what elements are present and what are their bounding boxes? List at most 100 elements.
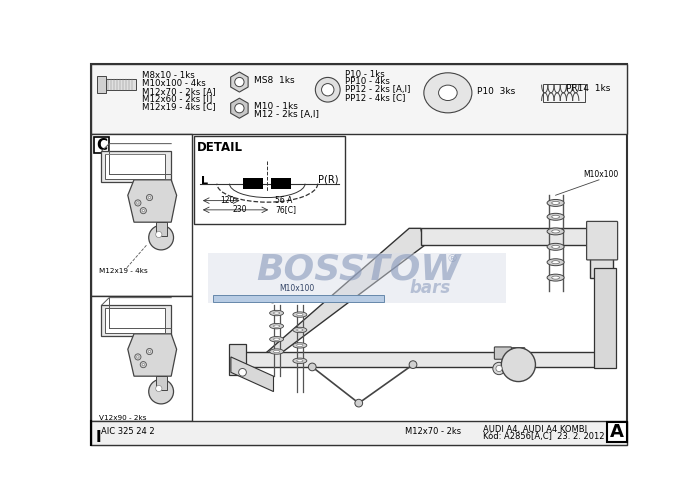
- Text: A: A: [610, 423, 624, 442]
- Polygon shape: [128, 334, 176, 376]
- Circle shape: [239, 368, 246, 376]
- Text: P10  3ks: P10 3ks: [477, 87, 514, 96]
- Text: M8x10 - 1ks: M8x10 - 1ks: [141, 71, 195, 80]
- Bar: [213, 295, 384, 302]
- Ellipse shape: [552, 276, 559, 279]
- Ellipse shape: [297, 313, 303, 316]
- Text: 56 A: 56 A: [275, 196, 293, 205]
- Text: V12x90 - 2ks: V12x90 - 2ks: [99, 415, 146, 421]
- Ellipse shape: [274, 338, 280, 340]
- Ellipse shape: [297, 344, 303, 347]
- Polygon shape: [231, 357, 274, 392]
- Ellipse shape: [293, 327, 307, 333]
- Text: I: I: [95, 430, 101, 445]
- Circle shape: [136, 202, 139, 204]
- Circle shape: [146, 195, 153, 201]
- Ellipse shape: [424, 73, 472, 113]
- Bar: [242, 178, 262, 189]
- Circle shape: [142, 363, 144, 366]
- Circle shape: [155, 386, 162, 392]
- Ellipse shape: [270, 337, 284, 342]
- Text: P10 - 1ks: P10 - 1ks: [345, 70, 384, 79]
- Circle shape: [355, 399, 363, 407]
- Bar: [421, 228, 599, 245]
- Text: P(R): P(R): [318, 175, 338, 185]
- Circle shape: [496, 365, 502, 371]
- Polygon shape: [266, 228, 425, 364]
- Ellipse shape: [552, 245, 559, 248]
- Ellipse shape: [552, 261, 559, 264]
- Text: M12x19 - 4ks [C]: M12x19 - 4ks [C]: [141, 102, 216, 111]
- Ellipse shape: [293, 343, 307, 348]
- Circle shape: [140, 361, 146, 368]
- Text: Kód: A2856[A,C]  23. 2. 2012: Kód: A2856[A,C] 23. 2. 2012: [483, 432, 604, 442]
- Ellipse shape: [270, 310, 284, 316]
- Polygon shape: [102, 151, 172, 182]
- Ellipse shape: [270, 324, 284, 329]
- Bar: [90, 421, 627, 446]
- Text: C: C: [96, 138, 107, 153]
- Text: M10x100 - 4ks: M10x100 - 4ks: [141, 79, 206, 88]
- Ellipse shape: [270, 349, 284, 354]
- Ellipse shape: [274, 350, 280, 353]
- Circle shape: [409, 361, 417, 368]
- Ellipse shape: [547, 243, 564, 250]
- Circle shape: [136, 356, 139, 358]
- Ellipse shape: [297, 329, 303, 331]
- Text: L: L: [202, 175, 209, 185]
- Bar: [271, 178, 291, 189]
- Ellipse shape: [547, 274, 564, 281]
- Circle shape: [142, 210, 144, 212]
- Ellipse shape: [552, 215, 559, 218]
- Circle shape: [234, 78, 244, 87]
- Bar: [155, 376, 167, 390]
- Text: ®: ®: [447, 254, 457, 264]
- Text: PP12 - 2ks [A,I]: PP12 - 2ks [A,I]: [345, 85, 410, 94]
- Text: 230: 230: [233, 205, 247, 214]
- Bar: [194, 136, 345, 224]
- Text: M12x70 - 2ks [A]: M12x70 - 2ks [A]: [141, 87, 216, 96]
- Polygon shape: [102, 305, 172, 336]
- Circle shape: [155, 231, 162, 237]
- Polygon shape: [509, 348, 528, 358]
- Text: DETAIL: DETAIL: [197, 141, 243, 154]
- FancyBboxPatch shape: [587, 221, 617, 260]
- Bar: [103, 79, 136, 90]
- Circle shape: [321, 84, 334, 96]
- Bar: [94, 138, 109, 153]
- Circle shape: [315, 78, 340, 102]
- Ellipse shape: [547, 228, 564, 235]
- Ellipse shape: [274, 325, 280, 327]
- Circle shape: [309, 363, 316, 371]
- Text: M12x19 - 4ks: M12x19 - 4ks: [99, 268, 148, 274]
- Text: 76[C]: 76[C]: [275, 205, 296, 214]
- Circle shape: [146, 348, 153, 355]
- Circle shape: [135, 354, 141, 360]
- Bar: [594, 268, 616, 368]
- Ellipse shape: [297, 360, 303, 362]
- Bar: [90, 135, 192, 296]
- Text: PP10 - 4ks: PP10 - 4ks: [345, 78, 390, 86]
- Circle shape: [148, 197, 150, 199]
- Circle shape: [234, 104, 244, 113]
- Ellipse shape: [439, 85, 457, 100]
- Ellipse shape: [293, 358, 307, 363]
- Circle shape: [148, 350, 150, 353]
- Text: M10x100: M10x100: [584, 170, 619, 179]
- Circle shape: [501, 348, 536, 382]
- Bar: [607, 422, 627, 443]
- Ellipse shape: [293, 312, 307, 318]
- Text: AIC 325 24 2: AIC 325 24 2: [102, 427, 155, 436]
- Ellipse shape: [547, 259, 564, 266]
- Bar: [231, 352, 599, 367]
- Bar: [589, 228, 613, 278]
- FancyBboxPatch shape: [494, 347, 512, 359]
- Circle shape: [148, 379, 174, 404]
- Text: PP12 - 4ks [C]: PP12 - 4ks [C]: [345, 93, 405, 102]
- Text: bars: bars: [410, 279, 451, 297]
- Text: M12 - 2ks [A,I]: M12 - 2ks [A,I]: [254, 110, 319, 119]
- Text: PR14  1ks: PR14 1ks: [566, 84, 611, 93]
- Ellipse shape: [552, 202, 559, 205]
- Bar: [208, 253, 506, 303]
- Circle shape: [148, 225, 174, 250]
